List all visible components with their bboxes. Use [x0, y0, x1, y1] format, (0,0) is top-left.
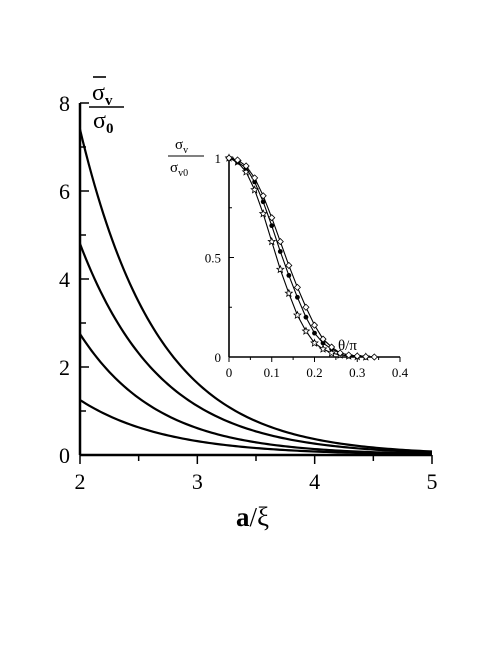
inset-marker-diamond	[336, 349, 344, 357]
inset-marker-diamond	[328, 343, 336, 351]
inset-marker-star	[241, 167, 251, 176]
inset-marker-diamond	[251, 174, 259, 182]
inset-marker-dot	[260, 199, 266, 205]
inset-marker-star	[310, 338, 319, 347]
inset-marker-dot	[277, 249, 283, 254]
inset-series-line-1	[228, 157, 366, 358]
inset-marker-dot	[286, 273, 292, 278]
main-xlabel: a/ξ	[236, 502, 269, 532]
main-y-tick-label: 6	[59, 179, 70, 204]
main-x-tick-label: 4	[309, 469, 320, 494]
inset-ylabel: σv σv0	[168, 137, 204, 179]
inset-xlabel: θ/π	[338, 338, 357, 354]
main-ylabel-numerator: σv	[92, 80, 113, 109]
inset-marker-diamond	[353, 352, 361, 360]
inset-series-line-2	[228, 157, 375, 358]
inset-marker-star	[301, 326, 311, 335]
inset-marker-diamond	[268, 214, 276, 222]
main-x-tick-label: 3	[192, 469, 203, 494]
inset-marker-diamond	[370, 353, 378, 361]
inset-marker-diamond	[259, 192, 267, 200]
main-y-tick-label: 8	[59, 91, 70, 116]
main-x-tick-label: 2	[75, 469, 86, 494]
inset-marker-diamond	[233, 156, 242, 164]
inset-y-tick-label: 1	[215, 151, 222, 166]
inset-x-tick-label: 0.1	[264, 365, 280, 380]
inset-marker-dot	[303, 314, 309, 320]
inset-marker-diamond	[293, 283, 301, 291]
inset-marker-dot	[320, 340, 326, 346]
inset-marker-star	[267, 236, 277, 246]
main-ylabel: σv σ0	[89, 76, 124, 137]
inset-x-tick-label: 0.2	[306, 365, 322, 380]
inset-ylabel-numerator: σv	[175, 137, 188, 156]
inset-marker-dot	[312, 330, 317, 336]
main-y-tick-label: 0	[59, 443, 70, 468]
main-ylabel-denominator: σ0	[93, 108, 113, 137]
inset-marker-star	[258, 209, 268, 218]
inset-x-tick-label: 0.4	[392, 365, 409, 380]
main-y-tick-label: 4	[59, 267, 70, 292]
inset-marker-star	[292, 310, 302, 319]
main-series-line-4	[79, 399, 433, 456]
inset-marker-diamond	[285, 261, 293, 270]
inset-ylabel-denominator: σv0	[170, 160, 188, 179]
inset-marker-diamond	[276, 238, 284, 246]
main-series-line-3	[79, 333, 433, 455]
inset-marker-diamond	[225, 154, 233, 162]
inset-y-tick-label: 0.5	[205, 251, 221, 266]
inset-marker-dot	[295, 294, 300, 300]
inset-marker-diamond	[310, 321, 319, 329]
main-series-line-1	[78, 129, 433, 453]
main-series-line-2	[78, 243, 433, 454]
inset-marker-dot	[269, 223, 275, 229]
inset-chart: 0 0.1 0.2 0.3 0.4 0 0.5 1	[205, 151, 409, 380]
inset-x-tick-label: 0	[226, 365, 233, 380]
inset-marker-star	[275, 264, 285, 274]
inset-marker-diamond	[319, 335, 327, 343]
inset-marker-diamond	[302, 303, 310, 311]
inset-marker-diamond	[242, 162, 250, 170]
main-y-tick-label: 2	[59, 355, 70, 380]
inset-marker-star	[318, 344, 328, 353]
inset-series-line-3	[228, 157, 375, 358]
inset-x-tick-label: 0.3	[349, 365, 365, 380]
main-x-tick-label: 5	[427, 469, 438, 494]
inset-marker-star	[327, 348, 337, 357]
inset-marker-diamond	[345, 351, 353, 359]
inset-marker-star	[284, 288, 294, 298]
inset-y-tick-label: 0	[215, 350, 222, 365]
inset-marker-diamond	[362, 353, 370, 361]
